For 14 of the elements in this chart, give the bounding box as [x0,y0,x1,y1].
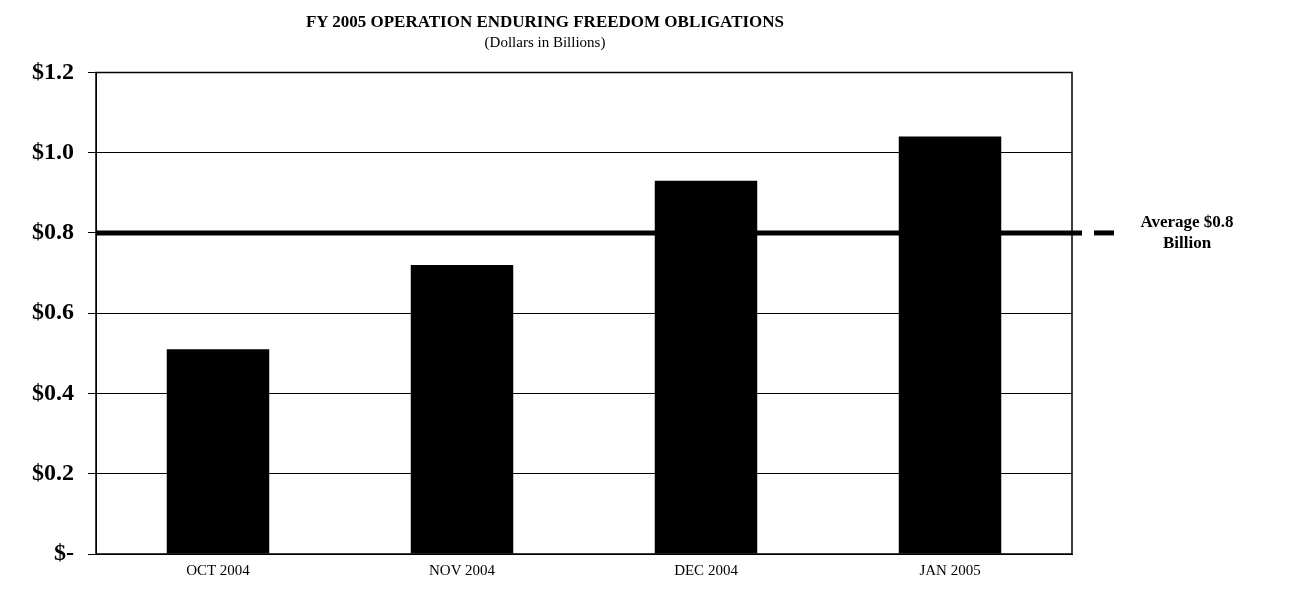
x-tick-label: JAN 2005 [919,561,981,578]
y-tick-label: $- [54,539,74,566]
ref-line-label: Average $0.8 Billion [1140,211,1234,252]
x-tick-label: DEC 2004 [674,561,739,578]
chart-subtitle: (Dollars in Billions) [484,34,606,52]
x-tick-label: OCT 2004 [186,561,251,578]
x-tick-label: NOV 2004 [429,561,496,578]
y-tick-label: $0.4 [32,378,74,405]
y-tick-label: $0.6 [32,298,74,325]
y-tick-label: $0.8 [32,218,74,245]
y-tick-label: $1.0 [32,137,74,164]
chart-title: FY 2005 OPERATION ENDURING FREEDOM OBLIGATIONS [305,11,785,31]
y-tick-label: $1.2 [32,57,74,84]
y-tick-label: $0.2 [32,458,74,485]
